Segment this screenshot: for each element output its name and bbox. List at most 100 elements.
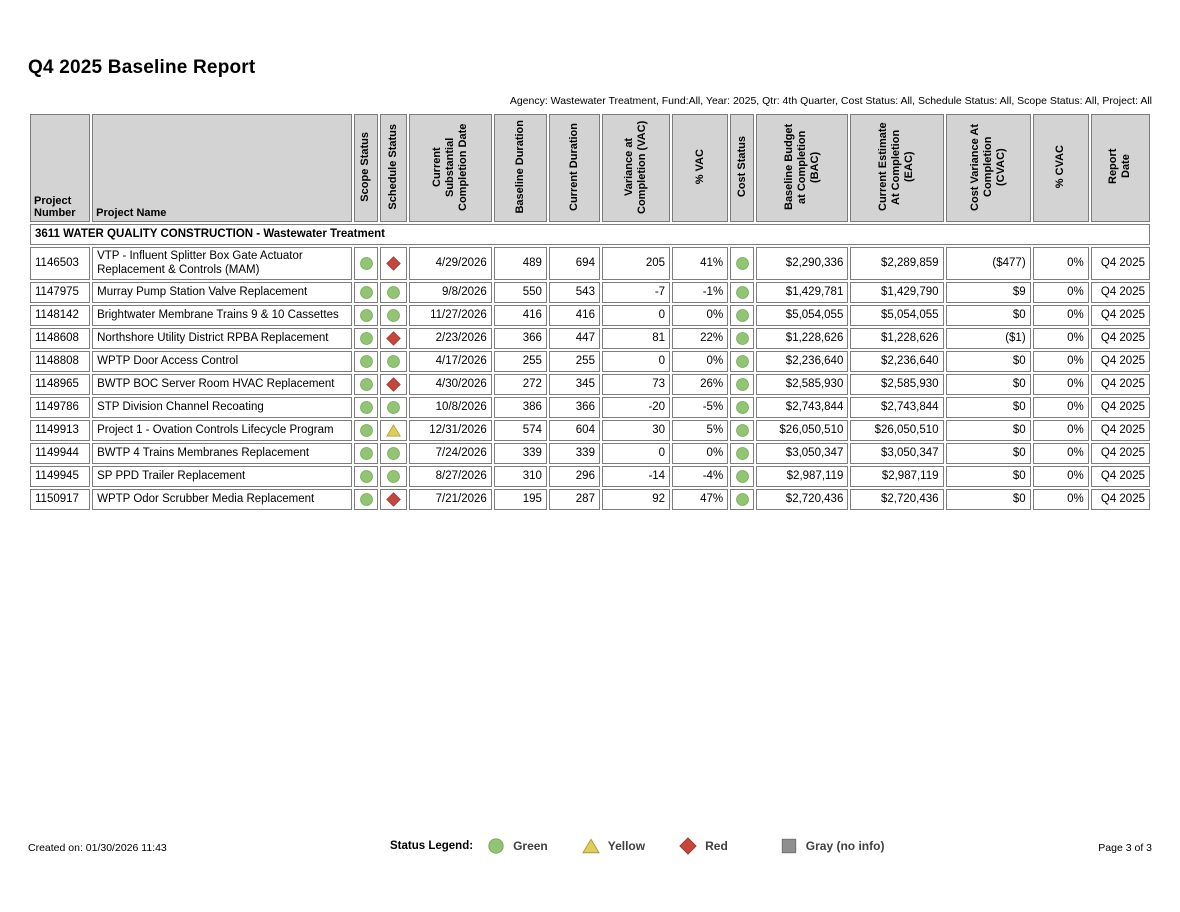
table-row: 1147975 Murray Pump Station Valve Replace…: [30, 281, 1150, 303]
current-duration-cell: 447: [548, 327, 600, 349]
legend-label: Green: [513, 839, 548, 853]
eac-cell: $2,987,119: [850, 465, 944, 487]
status-green-circle-icon: [736, 285, 750, 299]
schedule-status-cell: [379, 373, 407, 395]
baseline-duration-cell: 366: [493, 327, 547, 349]
completion-date-cell: 4/17/2026: [408, 350, 492, 372]
scope-status-cell: [353, 396, 378, 418]
legend-label: Yellow: [607, 839, 646, 853]
pct-cvac-cell: 0%: [1032, 396, 1089, 418]
project-number-cell: 1148965: [30, 373, 91, 395]
status-green-circle-icon: [386, 308, 400, 322]
baseline-report-table: Project Number Project Name Scope Status…: [28, 112, 1152, 512]
report-date-cell: Q4 2025: [1090, 281, 1150, 303]
bac-cell: $2,743,844: [756, 396, 849, 418]
page-number: Page 3 of 3: [1098, 842, 1152, 854]
cvac-cell: $0: [945, 350, 1031, 372]
vac-cell: 0: [601, 304, 671, 326]
eac-cell: $5,054,055: [850, 304, 944, 326]
schedule-status-cell: [379, 465, 407, 487]
table-row: 1150917 WPTP Odor Scrubber Media Replacem…: [30, 488, 1150, 510]
scope-status-cell: [353, 419, 378, 441]
column-header-cvac: Cost Variance At Completion (CVAC): [945, 114, 1031, 222]
vac-cell: 73: [601, 373, 671, 395]
status-green-circle-icon: [359, 423, 373, 437]
status-green-circle-icon: [386, 446, 400, 460]
project-name-cell: VTP - Influent Splitter Box Gate Actuato…: [92, 247, 352, 280]
status-gray-square-icon: [781, 838, 796, 854]
status-green-circle-icon: [359, 285, 373, 299]
scope-status-cell: [353, 488, 378, 510]
legend-title: Status Legend:: [390, 840, 474, 852]
project-name-cell: STP Division Channel Recoating: [92, 396, 352, 418]
status-green-circle-icon: [736, 400, 750, 414]
bac-cell: $26,050,510: [756, 419, 849, 441]
bac-cell: $2,290,336: [756, 247, 849, 280]
column-header-label: Current Duration: [567, 122, 580, 211]
project-name-cell: SP PPD Trailer Replacement: [92, 465, 352, 487]
legend-item-red: Red: [679, 837, 728, 855]
eac-cell: $26,050,510: [850, 419, 944, 441]
pct-cvac-cell: 0%: [1032, 488, 1089, 510]
cvac-cell: ($1): [945, 327, 1031, 349]
pct-vac-cell: -4%: [672, 465, 729, 487]
cvac-cell: $0: [945, 488, 1031, 510]
pct-cvac-cell: 0%: [1032, 465, 1089, 487]
scope-status-cell: [353, 442, 378, 464]
pct-cvac-cell: 0%: [1032, 419, 1089, 441]
column-header-label: Project Number: [34, 195, 76, 219]
baseline-duration-cell: 550: [493, 281, 547, 303]
column-header-bac: Baseline Budget at Completion (BAC): [756, 114, 849, 222]
current-duration-cell: 366: [548, 396, 600, 418]
pct-cvac-cell: 0%: [1032, 281, 1089, 303]
status-green-circle-icon: [736, 377, 750, 391]
vac-cell: 0: [601, 442, 671, 464]
current-duration-cell: 296: [548, 465, 600, 487]
eac-cell: $2,720,436: [850, 488, 944, 510]
report-date-cell: Q4 2025: [1090, 488, 1150, 510]
bac-cell: $1,228,626: [756, 327, 849, 349]
vac-cell: -14: [601, 465, 671, 487]
column-header-label: Baseline Budget at Completion (BAC): [782, 123, 821, 210]
column-header-eac: Current Estimate At Completion (EAC): [850, 114, 944, 222]
project-name-cell: Project 1 - Ovation Controls Lifecycle P…: [92, 419, 352, 441]
cvac-cell: $0: [945, 304, 1031, 326]
column-header-completion-date: Current Substantial Completion Date: [408, 114, 492, 222]
legend-label: Red: [705, 839, 728, 853]
pct-vac-cell: 47%: [672, 488, 729, 510]
status-green-circle-icon: [359, 446, 373, 460]
project-name-cell: BWTP BOC Server Room HVAC Replacement: [92, 373, 352, 395]
status-red-diamond-icon: [679, 837, 697, 855]
column-header-pct-cvac: % CVAC: [1032, 114, 1089, 222]
project-number-cell: 1148142: [30, 304, 91, 326]
completion-date-cell: 12/31/2026: [408, 419, 492, 441]
column-header-current-duration: Current Duration: [548, 114, 600, 222]
current-duration-cell: 339: [548, 442, 600, 464]
table-row: 1148142 Brightwater Membrane Trains 9 & 1…: [30, 304, 1150, 326]
vac-cell: -20: [601, 396, 671, 418]
column-header-label: Schedule Status: [386, 123, 399, 210]
status-green-circle-icon: [736, 354, 750, 368]
status-green-circle-icon: [359, 308, 373, 322]
bac-cell: $2,987,119: [756, 465, 849, 487]
report-filter-summary: Agency: Wastewater Treatment, Fund:All, …: [509, 95, 1152, 107]
group-header: 3611 WATER QUALITY CONSTRUCTION - Wastew…: [30, 224, 1150, 245]
pct-cvac-cell: 0%: [1032, 327, 1089, 349]
created-on-timestamp: Created on: 01/30/2026 11:43: [28, 842, 167, 854]
schedule-status-cell: [379, 304, 407, 326]
cost-status-cell: [730, 442, 755, 464]
baseline-duration-cell: 310: [493, 465, 547, 487]
cost-status-cell: [730, 488, 755, 510]
eac-cell: $3,050,347: [850, 442, 944, 464]
cvac-cell: $0: [945, 465, 1031, 487]
bac-cell: $2,236,640: [756, 350, 849, 372]
schedule-status-cell: [379, 442, 407, 464]
cost-status-cell: [730, 350, 755, 372]
table-row: 1149945 SP PPD Trailer Replacement 8/27/20…: [30, 465, 1150, 487]
status-green-circle-icon: [386, 354, 400, 368]
completion-date-cell: 4/29/2026: [408, 247, 492, 280]
pct-vac-cell: -5%: [672, 396, 729, 418]
status-green-circle-icon: [386, 400, 400, 414]
status-green-circle-icon: [359, 492, 373, 506]
status-red-diamond-icon: [385, 330, 401, 346]
